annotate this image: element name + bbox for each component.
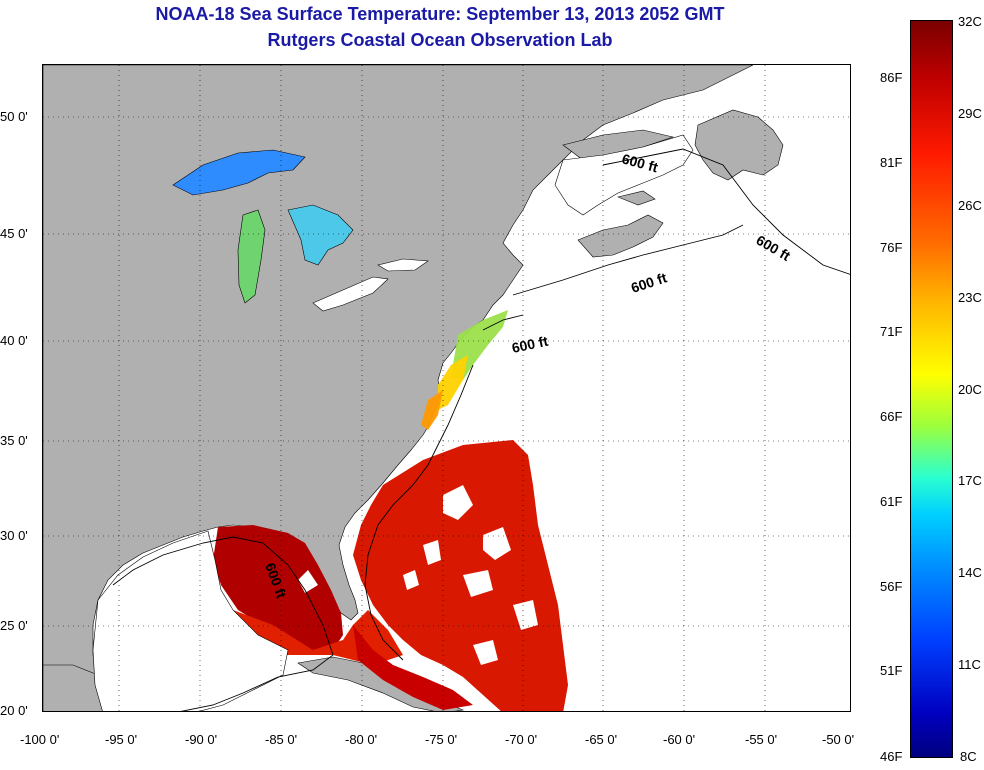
cloud-gaps	[298, 485, 538, 665]
colorbar-celsius-label: 29C	[958, 106, 982, 121]
colorbar-fahrenheit-label: 56F	[880, 579, 903, 594]
map-title: NOAA-18 Sea Surface Temperature: Septemb…	[155, 4, 725, 24]
sst-mid-atlantic-yellow	[438, 355, 468, 410]
colorbar-celsius-label: 20C	[958, 382, 982, 397]
colorbar-fahrenheit-label: 71F	[880, 324, 903, 339]
lat-label: 40 0'	[0, 333, 28, 348]
gulf-no-data	[92, 530, 289, 711]
lon-label: -75 0'	[425, 732, 458, 747]
lon-label: -90 0'	[185, 732, 218, 747]
colorbar-celsius-label: 26C	[958, 198, 982, 213]
land-pei	[617, 190, 656, 206]
lon-label: -70 0'	[505, 732, 538, 747]
lat-label: 25 0'	[0, 618, 28, 633]
colorbar-fahrenheit-label: 76F	[880, 240, 903, 255]
lat-label: 30 0'	[0, 528, 28, 543]
colorbar-celsius-label: 23C	[958, 290, 982, 305]
colorbar-fahrenheit-label: 61F	[880, 494, 903, 509]
lake-superior	[172, 149, 306, 196]
lon-label: -80 0'	[345, 732, 378, 747]
colorbar-celsius-label: 17C	[958, 473, 982, 488]
sst-carolina-orange	[421, 390, 443, 430]
colorbar-fahrenheit-label: 81F	[880, 155, 903, 170]
sst-gulf-warm	[213, 525, 343, 655]
grid-lines	[43, 65, 850, 711]
lat-label: 50 0'	[0, 109, 28, 124]
colorbar-fahrenheit-label: 86F	[880, 70, 903, 85]
colorbar-fahrenheit-label: 46F	[880, 749, 903, 764]
lat-label: 45 0'	[0, 226, 28, 241]
map-subtitle: Rutgers Coastal Ocean Observation Lab	[267, 30, 613, 50]
isobath-600ft	[112, 148, 850, 711]
colorbar-fahrenheit-label: 51F	[880, 663, 903, 678]
sst-southeast-warm	[353, 440, 568, 711]
sst-map: 600 ft 600 ft 600 ft 600 ft 600 ft	[42, 64, 851, 712]
gulf-st-lawrence	[554, 134, 694, 216]
colorbar-fahrenheit-label: 66F	[880, 409, 903, 424]
lake-erie	[312, 276, 389, 312]
colorbar	[910, 20, 953, 758]
lake-michigan	[237, 209, 266, 304]
lat-label: 20 0'	[0, 703, 28, 718]
lon-label: -100 0'	[20, 732, 60, 747]
map-svg: 600 ft 600 ft 600 ft 600 ft 600 ft	[43, 65, 850, 711]
colorbar-celsius-label: 14C	[958, 565, 982, 580]
lon-label: -95 0'	[105, 732, 138, 747]
colorbar-celsius-label: 11C	[958, 657, 981, 672]
lake-ontario	[377, 258, 429, 272]
lake-huron	[287, 204, 354, 266]
colorbar-celsius-label: 32C	[958, 14, 982, 29]
land-north-america	[43, 65, 754, 711]
lon-label: -55 0'	[745, 732, 778, 747]
colorbar-celsius-label: 8C	[960, 749, 977, 764]
lon-label: -60 0'	[663, 732, 696, 747]
contour-label: 600 ft	[510, 333, 549, 356]
lon-label: -65 0'	[585, 732, 618, 747]
lon-label: -50 0'	[822, 732, 855, 747]
sst-florida-straits	[353, 625, 473, 710]
lat-label: 35 0'	[0, 433, 28, 448]
lon-label: -85 0'	[265, 732, 298, 747]
